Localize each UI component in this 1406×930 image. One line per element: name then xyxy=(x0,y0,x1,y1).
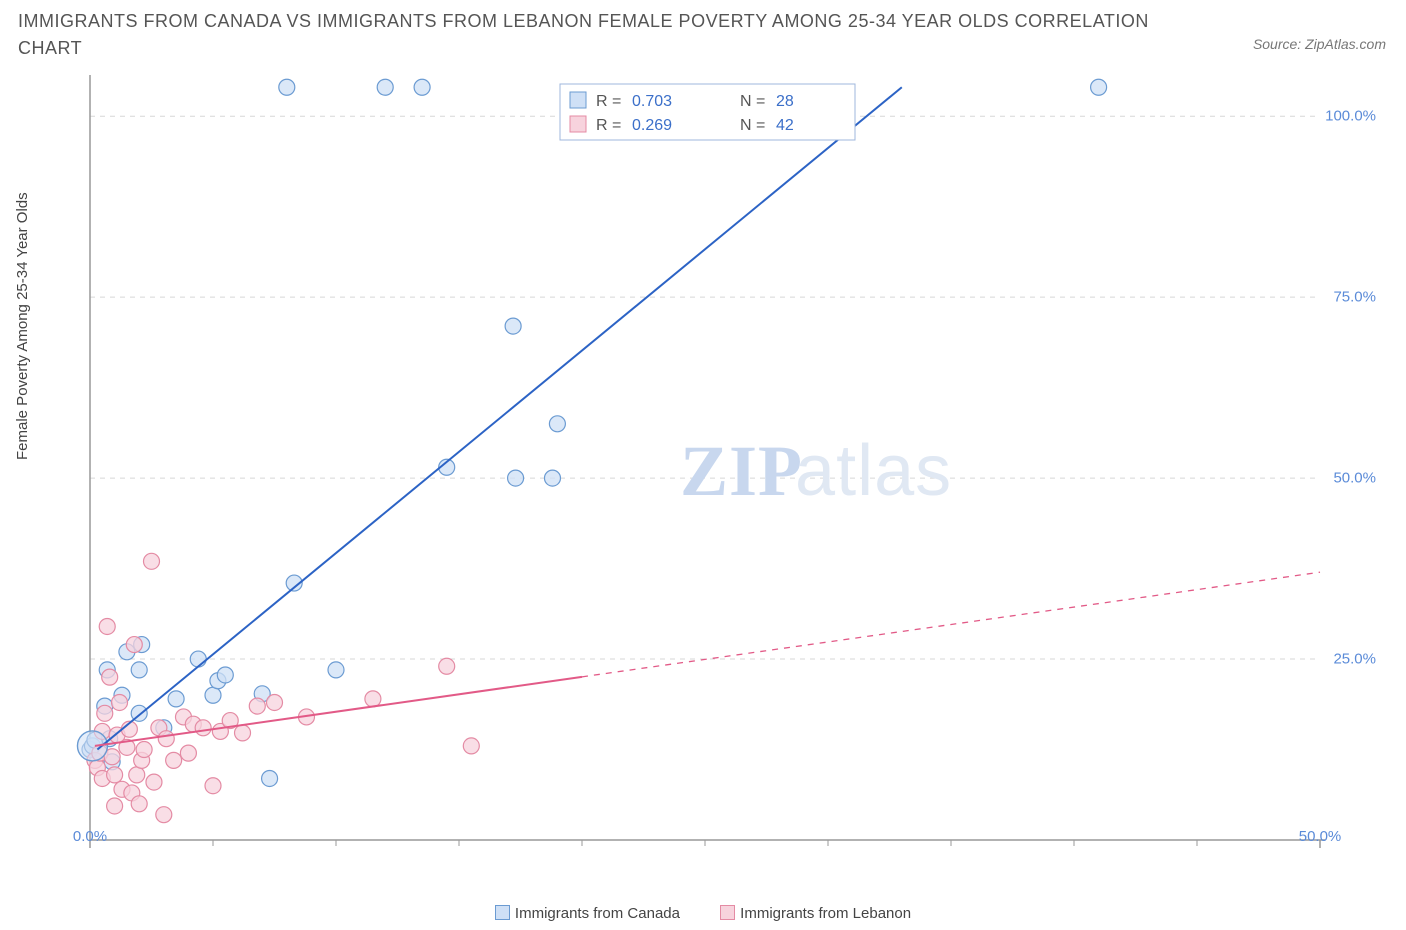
chart-title: IMMIGRANTS FROM CANADA VS IMMIGRANTS FRO… xyxy=(18,8,1206,62)
svg-text:0.703: 0.703 xyxy=(632,93,672,110)
svg-text:0.269: 0.269 xyxy=(632,117,672,134)
plot-svg: R = 0.703 N = 28 R = 0.269 N = 42 xyxy=(60,70,1386,880)
source-prefix: Source: xyxy=(1253,36,1305,52)
svg-text:N =: N = xyxy=(740,117,765,134)
source-attribution: Source: ZipAtlas.com xyxy=(1253,36,1386,52)
y-tick-2: 75.0% xyxy=(1333,289,1376,306)
source-name: ZipAtlas.com xyxy=(1305,36,1386,52)
y-axis-label: Female Poverty Among 25-34 Year Olds xyxy=(14,192,31,460)
series-legend: Immigrants from Canada Immigrants from L… xyxy=(0,905,1406,922)
svg-text:R =: R = xyxy=(596,117,621,134)
svg-text:N =: N = xyxy=(740,93,765,110)
x-tick-0: 0.0% xyxy=(73,828,107,845)
legend-label-lebanon: Immigrants from Lebanon xyxy=(740,905,911,922)
legend-label-canada: Immigrants from Canada xyxy=(515,905,680,922)
y-tick-1: 50.0% xyxy=(1333,470,1376,487)
y-tick-0: 25.0% xyxy=(1333,651,1376,668)
scatter-chart: R = 0.703N = 28R = 0.269N = 42 ZIPatlas … xyxy=(60,70,1386,880)
y-tick-3: 100.0% xyxy=(1325,108,1376,125)
legend-item-canada: Immigrants from Canada xyxy=(495,905,684,922)
legend-swatch-lebanon xyxy=(720,905,735,920)
svg-text:42: 42 xyxy=(776,117,794,134)
svg-text:28: 28 xyxy=(776,93,794,110)
legend-swatch-canada xyxy=(495,905,510,920)
legend-item-lebanon: Immigrants from Lebanon xyxy=(720,905,911,922)
svg-text:R =: R = xyxy=(596,93,621,110)
x-tick-1: 50.0% xyxy=(1299,828,1342,845)
